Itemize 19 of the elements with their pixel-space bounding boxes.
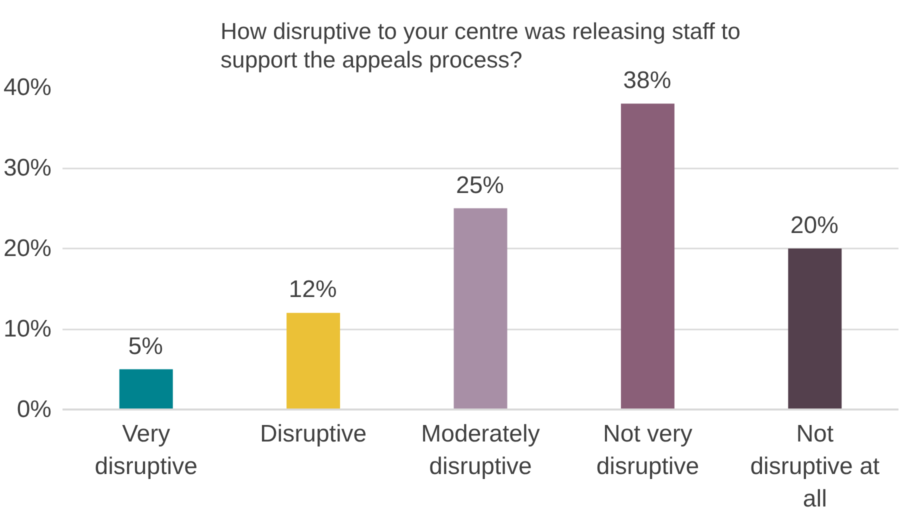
y-tick-label: 20%	[3, 235, 52, 262]
x-tick-label: Moderately disruptive	[421, 420, 540, 480]
bar	[286, 312, 340, 410]
x-tick-label: Not very disruptive	[596, 420, 700, 480]
data-label: 20%	[790, 212, 838, 240]
bar	[119, 369, 173, 410]
bar	[454, 208, 508, 410]
y-tick-label: 30%	[3, 154, 52, 182]
x-tick-label: Not disruptive at all	[750, 420, 880, 512]
data-label: 25%	[456, 172, 504, 200]
x-tick-label: Disruptive	[260, 420, 367, 448]
y-tick-label: 40%	[3, 74, 52, 101]
x-tick-label: Very disruptive	[94, 420, 198, 480]
bar	[788, 248, 842, 410]
data-label: 12%	[288, 276, 337, 304]
y-tick-label: 0%	[16, 396, 52, 423]
data-label: 5%	[128, 332, 163, 361]
y-tick-label: 10%	[3, 316, 52, 342]
bar	[620, 104, 674, 410]
